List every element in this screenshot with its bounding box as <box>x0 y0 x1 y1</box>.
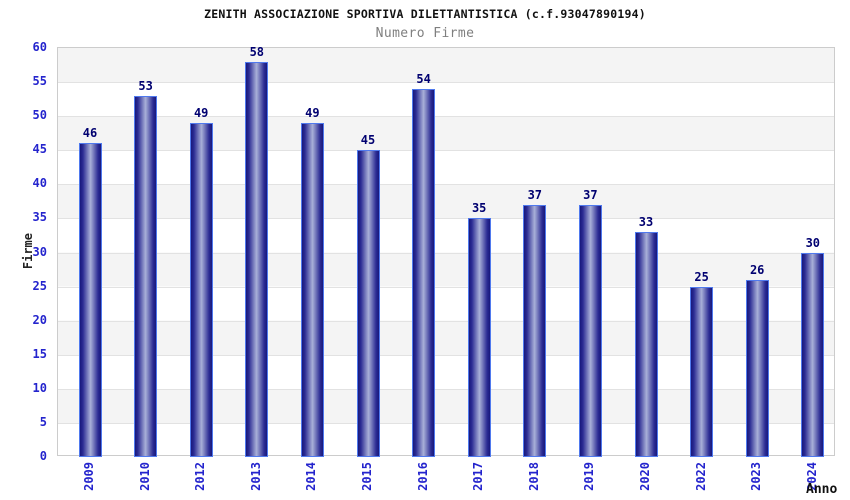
bar <box>801 252 825 457</box>
bar <box>356 150 380 458</box>
chart-title: ZENITH ASSOCIAZIONE SPORTIVA DILETTANTIS… <box>204 7 646 21</box>
bar-value-label: 37 <box>527 187 543 202</box>
gridline <box>58 422 834 424</box>
plot-area: 46 53 49 58 49 45 54 35 37 37 33 25 26 30 <box>57 44 835 458</box>
bar-value-label: 30 <box>805 235 821 250</box>
bar <box>745 279 769 457</box>
bar <box>78 143 102 457</box>
gridline <box>58 184 834 186</box>
y-tick-label: 20 <box>32 312 47 327</box>
x-axis-title: Anno <box>806 482 838 497</box>
x-tick-label: 2019 <box>582 462 597 491</box>
y-tick-label: 55 <box>32 74 47 89</box>
y-tick-label: 40 <box>32 176 47 191</box>
bar <box>634 232 658 457</box>
gridline <box>58 218 834 220</box>
bar <box>245 61 269 457</box>
y-tick-label: 0 <box>39 449 47 463</box>
gridline <box>58 354 834 356</box>
y-axis-title: Firme <box>21 233 35 270</box>
bar <box>300 123 324 457</box>
bar-value-label: 54 <box>416 71 431 86</box>
bar-value-label: 53 <box>138 78 153 93</box>
bar <box>134 95 158 457</box>
gridline <box>58 252 834 254</box>
y-tick-label: 25 <box>32 278 47 293</box>
y-tick-label: 5 <box>39 414 47 429</box>
bar <box>578 204 602 457</box>
bar <box>189 123 213 457</box>
x-tick-label: 2013 <box>248 462 263 491</box>
x-tick-label: 2022 <box>693 462 708 491</box>
x-tick-label: 2018 <box>526 462 541 491</box>
bar <box>467 218 491 457</box>
gridline <box>58 286 834 288</box>
bar <box>412 88 436 457</box>
x-tick-label: 2009 <box>82 462 96 491</box>
x-tick-label: 2014 <box>304 462 319 491</box>
y-tick-label: 10 <box>32 380 47 395</box>
x-tick-label: 2017 <box>471 462 486 491</box>
bar-value-label: 45 <box>360 133 376 148</box>
bar-value-label: 37 <box>583 187 598 202</box>
bar <box>523 204 547 457</box>
gridline <box>58 116 834 118</box>
gridline <box>58 150 834 152</box>
gridline <box>58 388 834 390</box>
x-tick-label: 2016 <box>415 462 430 491</box>
y-tick-label: 50 <box>32 108 47 123</box>
x-tick-label: 2010 <box>137 462 152 491</box>
bar-value-label: 33 <box>638 215 654 230</box>
x-tick-label: 2023 <box>749 462 764 491</box>
y-tick-label: 15 <box>32 346 47 361</box>
x-tick-label: 2020 <box>638 462 652 491</box>
chart-subtitle: Numero Firme <box>375 26 475 41</box>
y-tick-label: 35 <box>32 210 47 225</box>
bar-value-label: 49 <box>193 106 209 120</box>
bar-value-label: 49 <box>305 106 320 120</box>
y-tick-label: 45 <box>32 142 47 157</box>
x-tick-label: 2012 <box>193 462 208 491</box>
bar-value-label: 26 <box>749 262 765 277</box>
x-tick-label: 2015 <box>360 462 374 491</box>
gridline <box>58 320 834 322</box>
bar-value-label: 25 <box>694 269 709 284</box>
bar <box>690 286 714 457</box>
bar-value-label: 46 <box>82 126 98 141</box>
bar-value-label: 35 <box>471 201 487 216</box>
gridline <box>58 82 834 84</box>
y-tick-label: 30 <box>32 244 47 259</box>
bar-value-label: 58 <box>249 44 265 59</box>
y-tick-label: 60 <box>32 40 47 54</box>
